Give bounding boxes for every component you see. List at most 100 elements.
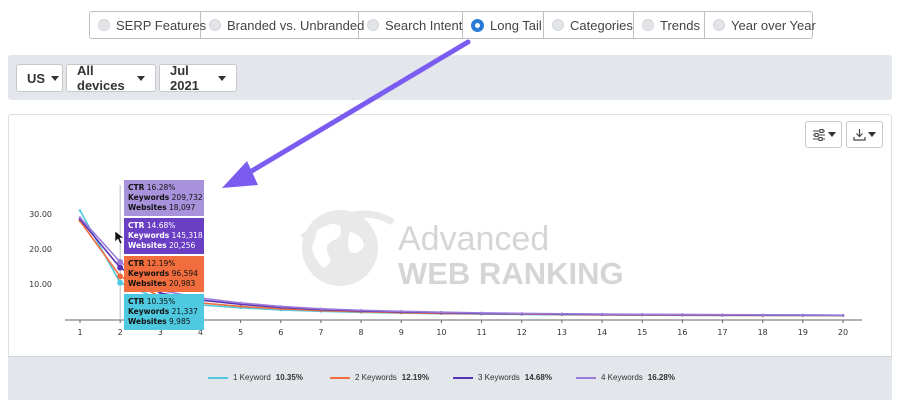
- chevron-down-icon: [868, 132, 876, 137]
- tooltip-value: 20,983: [166, 279, 196, 288]
- data-point[interactable]: [117, 264, 124, 271]
- tab-label: Trends: [660, 17, 700, 33]
- country-dropdown[interactable]: US: [16, 64, 63, 92]
- watermark-text-web-ranking: WEB RANKING: [398, 256, 624, 291]
- tooltip-value: 18,097: [166, 203, 196, 212]
- legend-item-3-keywords[interactable]: 3 Keywords 14.68%: [453, 373, 552, 382]
- radio-icon[interactable]: [552, 19, 564, 31]
- data-point[interactable]: [279, 305, 283, 308]
- tab-label: Long Tail: [490, 17, 542, 33]
- radio-icon[interactable]: [713, 19, 725, 31]
- data-point[interactable]: [520, 312, 524, 315]
- tooltip-label: CTR: [128, 221, 145, 230]
- legend-item-4-keywords[interactable]: 4 Keywords 16.28%: [576, 373, 675, 382]
- tooltip-row: CTR 12.19%: [128, 259, 200, 269]
- data-point[interactable]: [560, 312, 564, 316]
- filter-bar: US All devices Jul 2021: [8, 55, 892, 100]
- legend-item-2-keywords[interactable]: 2 Keywords 12.19%: [330, 373, 429, 382]
- legend-value: 14.68%: [524, 373, 552, 382]
- legend-name: 1 Keyword: [233, 373, 271, 382]
- data-point[interactable]: [117, 279, 124, 286]
- device-dropdown[interactable]: All devices: [66, 63, 156, 93]
- tab-categories[interactable]: Categories: [544, 12, 634, 38]
- x-tick-label: 16: [677, 328, 687, 337]
- data-point[interactable]: [761, 313, 764, 317]
- x-tick-label: 6: [278, 328, 283, 337]
- x-tick-label: 20: [838, 328, 848, 337]
- data-point[interactable]: [359, 308, 363, 312]
- tab-trends[interactable]: Trends: [634, 12, 705, 38]
- tab-branded-vs-unbranded[interactable]: Branded vs. Unbranded: [201, 12, 364, 38]
- y-tick-label: 20.00: [29, 245, 52, 254]
- x-tick-label: 15: [637, 328, 647, 337]
- data-point[interactable]: [78, 216, 82, 219]
- x-tick-label: 18: [758, 328, 768, 337]
- data-point[interactable]: [239, 301, 242, 305]
- tooltip-row: Keywords 96,594: [128, 269, 200, 279]
- data-point[interactable]: [640, 312, 644, 316]
- x-tick-label: 9: [399, 328, 404, 337]
- data-point[interactable]: [721, 313, 724, 316]
- x-tick-label: 13: [557, 328, 567, 337]
- tooltip-value: 209,732: [169, 193, 203, 202]
- data-point[interactable]: [117, 273, 124, 280]
- data-point[interactable]: [319, 307, 323, 311]
- data-point[interactable]: [440, 310, 443, 314]
- x-tick-label: 1: [77, 328, 82, 337]
- tooltip-label: Websites: [128, 241, 167, 250]
- radio-icon[interactable]: [209, 19, 221, 31]
- data-tooltip: CTR 14.68% Keywords 145,318 Websites 20,25…: [124, 218, 204, 254]
- data-point[interactable]: [239, 305, 242, 308]
- download-button[interactable]: [846, 121, 883, 148]
- data-point[interactable]: [117, 259, 124, 266]
- legend-name: 3 Keywords: [478, 373, 520, 382]
- tab-serp-features[interactable]: SERP Features: [90, 12, 206, 38]
- tab-search-intent[interactable]: Search Intent: [359, 12, 463, 38]
- tooltip-value: 96,594: [169, 269, 198, 278]
- data-point[interactable]: [801, 313, 805, 317]
- tooltip-value: 12.19%: [144, 259, 176, 268]
- data-point[interactable]: [480, 311, 483, 315]
- tab-long-tail[interactable]: Long Tail: [463, 12, 544, 38]
- data-point[interactable]: [399, 310, 403, 313]
- tooltip-row: CTR 10.35%: [128, 297, 200, 307]
- x-tick-label: 17: [717, 328, 727, 337]
- legend-value: 16.28%: [647, 373, 675, 382]
- tooltip-label: CTR: [128, 183, 145, 192]
- series-line-4[interactable]: [79, 216, 844, 316]
- radio-icon[interactable]: [98, 19, 110, 31]
- legend-item-1-keyword[interactable]: 1 Keyword 10.35%: [208, 373, 303, 382]
- data-point[interactable]: [159, 291, 162, 295]
- tooltip-label: Keywords: [128, 269, 170, 278]
- tooltip-row: Websites 18,097: [128, 203, 200, 213]
- month-dropdown[interactable]: Jul 2021: [159, 63, 237, 93]
- country-value: US: [27, 70, 46, 86]
- annotation-arrow: [222, 39, 471, 188]
- tooltip-label: CTR: [128, 297, 145, 306]
- tooltip-row: Websites 20,983: [128, 279, 200, 289]
- tooltip-row: Keywords 209,732: [128, 193, 203, 203]
- x-tick-label: 14: [597, 328, 607, 337]
- radio-checked-icon[interactable]: [471, 18, 484, 32]
- month-value: Jul 2021: [170, 63, 199, 93]
- report-type-selector: SERP Features Branded vs. Unbranded Sear…: [89, 11, 816, 39]
- data-point[interactable]: [78, 209, 82, 212]
- tooltip-label: Keywords: [128, 231, 170, 240]
- chart-settings-button[interactable]: [805, 121, 842, 148]
- radio-icon[interactable]: [367, 19, 379, 31]
- tab-label: Search Intent: [385, 17, 463, 33]
- x-tick-label: 2: [118, 328, 123, 337]
- x-tick-label: 10: [436, 328, 446, 337]
- tooltip-value: 145,318: [169, 231, 203, 240]
- legend-swatch: [453, 376, 473, 379]
- data-point[interactable]: [681, 313, 684, 316]
- tab-year-over-year[interactable]: Year over Year: [705, 12, 816, 38]
- legend-swatch: [576, 376, 596, 379]
- legend-value: 12.19%: [401, 373, 429, 382]
- data-point[interactable]: [841, 313, 845, 317]
- radio-icon[interactable]: [642, 19, 654, 31]
- tooltip-label: Websites: [128, 317, 167, 326]
- data-point[interactable]: [600, 312, 604, 316]
- chevron-down-icon: [827, 132, 836, 137]
- tooltip-value: 10.35%: [144, 297, 176, 306]
